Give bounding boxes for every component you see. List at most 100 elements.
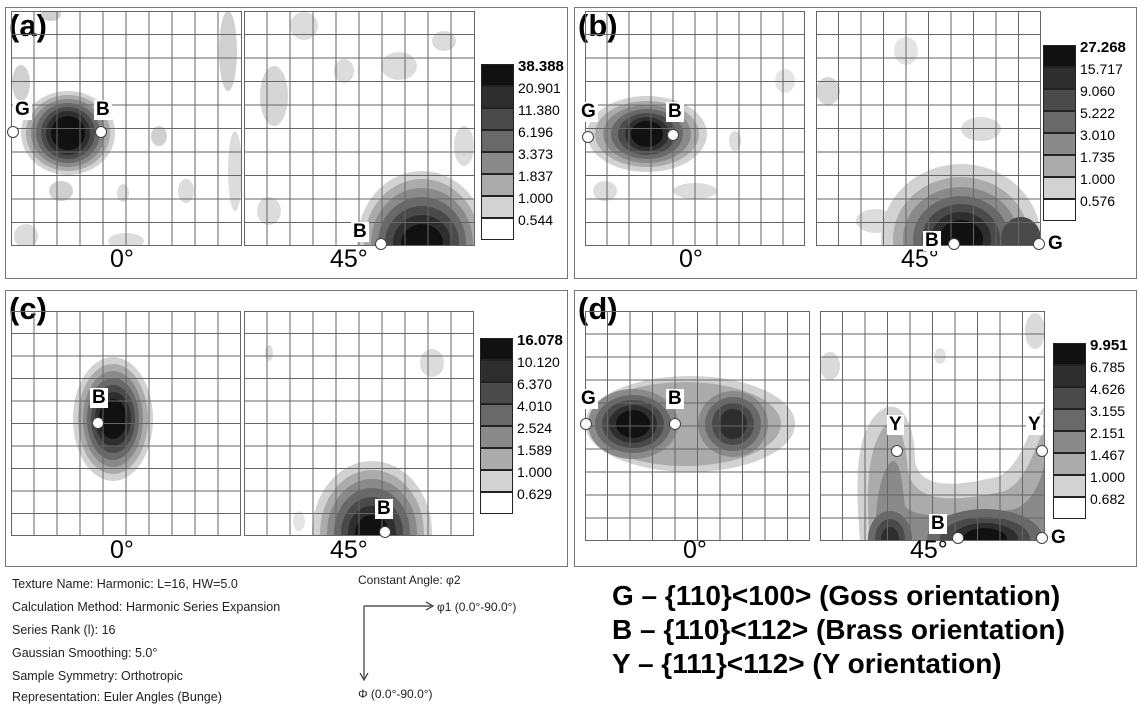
- legend-value: 1.467: [1090, 447, 1126, 463]
- orientation-marker: [1036, 532, 1048, 544]
- legend-value: 3.155: [1090, 403, 1126, 419]
- legend-value: 4.626: [1090, 381, 1126, 397]
- odf-contour-map: [585, 311, 810, 541]
- odf-section-0deg: [585, 311, 810, 541]
- orientation-marker: [952, 532, 964, 544]
- legend-value: 20.901: [518, 80, 561, 96]
- legend-value: 15.717: [1080, 61, 1123, 77]
- odf-contour-map: [11, 311, 241, 536]
- orientation-marker: [1033, 238, 1045, 250]
- panel-d: (d): [574, 290, 1137, 567]
- legend-swatch: [1053, 387, 1086, 409]
- orientation-label: B: [375, 498, 393, 519]
- orientation-label: G: [579, 101, 598, 122]
- legend-swatch: [1043, 155, 1076, 177]
- odf-section-45deg: [244, 311, 474, 536]
- legend-value: 27.268: [1080, 39, 1126, 56]
- legend-value: 6.196: [518, 124, 554, 140]
- legend-value: 9.951: [1090, 337, 1128, 354]
- panel-a: (a): [5, 7, 568, 279]
- panel-label: (c): [9, 291, 47, 326]
- axes-arrows: [359, 601, 435, 682]
- angle-label-0deg: 0°: [110, 245, 134, 273]
- legend-value: 2.524: [517, 420, 553, 436]
- info-calculation-method: Calculation Method: Harmonic Series Expa…: [12, 600, 281, 614]
- legend-swatch: [480, 492, 513, 514]
- legend-swatch: [1053, 365, 1086, 387]
- legend-swatch: [1053, 409, 1086, 431]
- odf-section-45deg: [820, 311, 1045, 541]
- constant-angle-label: Constant Angle: φ2: [358, 573, 461, 587]
- Phi-axis-label: Φ (0.0°-90.0°): [358, 687, 433, 701]
- legend-swatch: [480, 404, 513, 426]
- orientation-label: B: [923, 230, 941, 251]
- legend-value: 1.589: [517, 442, 553, 458]
- legend-swatch: [1053, 453, 1086, 475]
- orientation-label: B: [666, 101, 684, 122]
- angle-label-45deg: 45°: [330, 245, 368, 273]
- orientation-marker: [375, 238, 387, 250]
- info-representation: Representation: Euler Angles (Bunge): [12, 690, 222, 704]
- odf-contour-map: [244, 311, 474, 536]
- legend-swatch: [1043, 89, 1076, 111]
- angle-label-45deg: 45°: [910, 536, 948, 564]
- orientation-marker: [580, 418, 592, 430]
- orientation-label: G: [579, 388, 598, 409]
- legend-value: 4.010: [517, 398, 553, 414]
- legend-swatch: [480, 360, 513, 382]
- legend-value: 1.837: [518, 168, 554, 184]
- legend-value: 3.373: [518, 146, 554, 162]
- orientation-label: B: [666, 388, 684, 409]
- orientation-label: B: [351, 221, 369, 242]
- orientation-marker: [7, 126, 19, 138]
- legend-value: 38.388: [518, 58, 564, 75]
- key-brass: B – {110}<112> (Brass orientation): [612, 614, 1065, 645]
- legend-swatch: [481, 196, 514, 218]
- legend-swatch: [1053, 343, 1086, 365]
- legend-value: 0.629: [517, 486, 553, 502]
- legend-value: 1.735: [1080, 149, 1116, 165]
- legend-value: 3.010: [1080, 127, 1116, 143]
- legend-swatch: [1053, 497, 1086, 519]
- legend-value: 11.380: [518, 102, 560, 118]
- angle-label-0deg: 0°: [679, 245, 703, 273]
- orientation-label: G: [1046, 233, 1065, 254]
- legend-swatch: [480, 338, 513, 360]
- odf-contour-map: [820, 311, 1045, 541]
- legend-swatch: [481, 86, 514, 108]
- angle-label-0deg: 0°: [110, 536, 134, 564]
- legend-value: 0.576: [1080, 193, 1116, 209]
- orientation-marker: [582, 131, 594, 143]
- orientation-marker: [667, 129, 679, 141]
- panel-b: (b): [574, 7, 1137, 279]
- orientation-marker: [1036, 445, 1048, 457]
- legend-value: 6.370: [517, 376, 553, 392]
- orientation-marker: [891, 445, 903, 457]
- legend-swatch: [1053, 431, 1086, 453]
- key-y: Y – {111}<112> (Y orientation): [612, 648, 1002, 679]
- legend-swatch: [1043, 133, 1076, 155]
- panel-label: (d): [578, 291, 618, 326]
- orientation-label: B: [94, 99, 112, 120]
- key-goss: G – {110}<100> (Goss orientation): [612, 580, 1061, 611]
- info-series-rank: Series Rank (l): 16: [12, 623, 116, 637]
- odf-contour-map: [11, 11, 242, 246]
- orientation-marker: [92, 417, 104, 429]
- legend-value: 6.785: [1090, 359, 1126, 375]
- legend-swatch: [480, 382, 513, 404]
- legend-value: 2.151: [1090, 425, 1126, 441]
- legend-swatch: [480, 426, 513, 448]
- panel-c: (c): [5, 290, 568, 567]
- odf-section-0deg: [585, 11, 805, 246]
- intensity-legend: 9.951 6.785 4.626 3.155 2.151 1.467 1.00…: [1053, 338, 1133, 523]
- legend-swatch: [481, 152, 514, 174]
- info-texture-name: Texture Name: Harmonic: L=16, HW=5.0: [12, 577, 238, 591]
- odf-contour-map: [816, 11, 1041, 246]
- info-sample-symmetry: Sample Symmetry: Orthotropic: [12, 669, 183, 683]
- orientation-label: Y: [1026, 414, 1043, 435]
- legend-swatch: [1043, 111, 1076, 133]
- legend-swatch: [481, 108, 514, 130]
- odf-contour-map: [585, 11, 805, 246]
- orientation-marker: [948, 238, 960, 250]
- legend-value: 0.682: [1090, 491, 1126, 507]
